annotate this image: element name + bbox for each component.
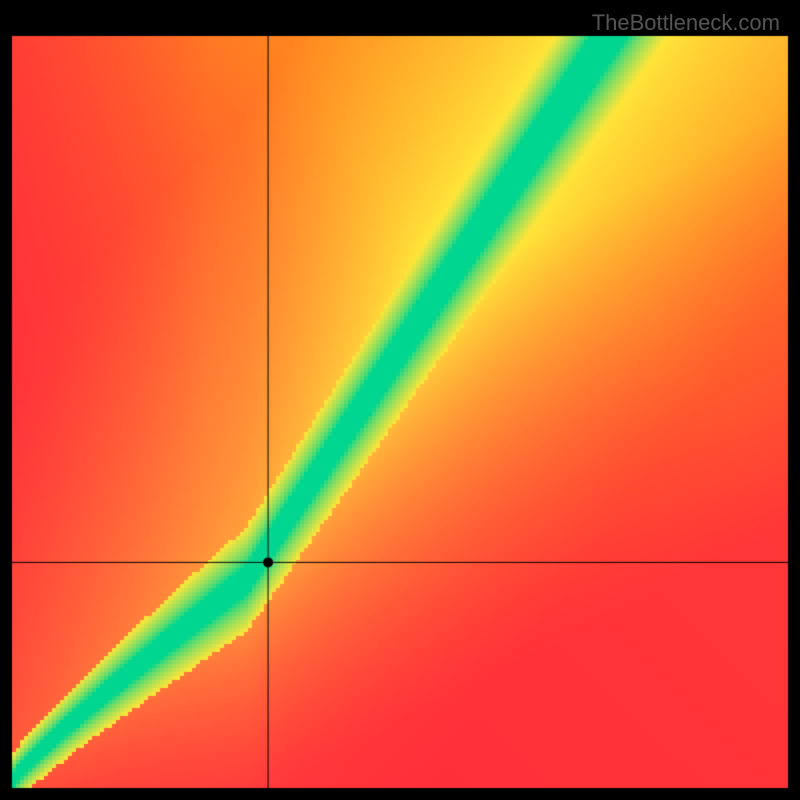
watermark-text: TheBottleneck.com [592,10,780,36]
bottleneck-heatmap [0,0,800,800]
